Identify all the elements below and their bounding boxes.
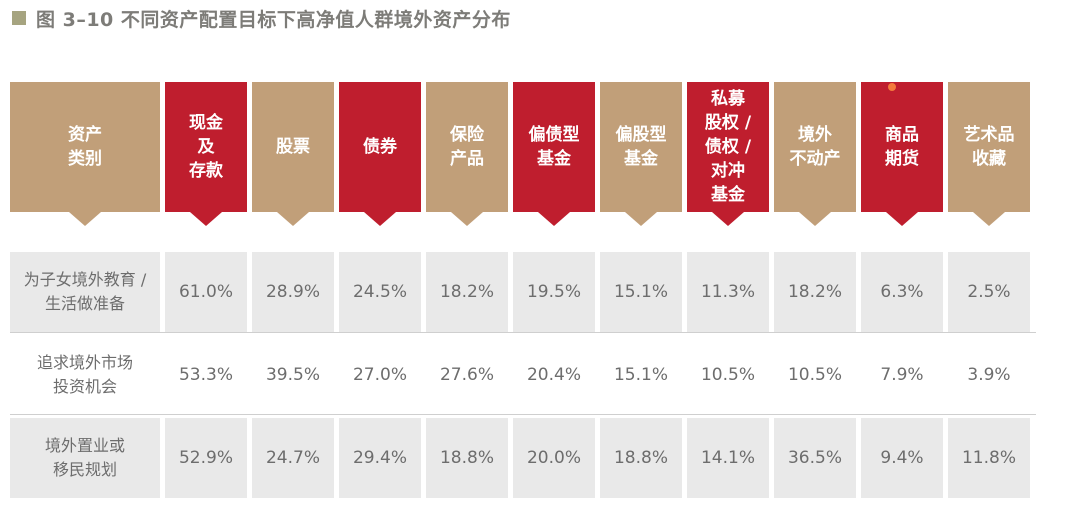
header-label: 偏股型 基金 — [615, 125, 667, 169]
header-label: 资产 类别 — [68, 125, 102, 169]
data-cell: 53.3% — [178, 365, 233, 385]
header-label: 股票 — [276, 137, 310, 157]
header-arrow — [69, 212, 101, 226]
header-arrow — [190, 212, 222, 226]
data-cell: 29.4% — [339, 418, 421, 498]
header-cell: 偏股型 基金 — [600, 82, 682, 212]
header-arrow — [364, 212, 396, 226]
figure-title-bar: 图 3–10 不同资产配置目标下高净值人群境外资产分布 — [12, 6, 511, 31]
data-cell: 9.4% — [861, 418, 943, 498]
header-arrow — [799, 212, 831, 226]
header-arrow — [277, 212, 309, 226]
header-cell: 保险 产品 — [426, 82, 508, 212]
data-cell: 18.2% — [426, 252, 508, 332]
row-divider — [10, 414, 1036, 415]
data-cell: 27.6% — [439, 365, 494, 385]
data-cell: 18.8% — [600, 418, 682, 498]
data-cell: 11.3% — [687, 252, 769, 332]
row-divider — [10, 332, 1036, 333]
header-label: 商品 期货 — [885, 125, 919, 169]
data-cell: 24.7% — [252, 418, 334, 498]
header-label: 现金 及 存款 — [189, 113, 223, 181]
header-cell: 偏债型 基金 — [513, 82, 595, 212]
data-cell: 18.2% — [774, 252, 856, 332]
header-cell: 股票 — [252, 82, 334, 212]
header-label: 境外 不动产 — [789, 125, 841, 169]
header-cell: 境外 不动产 — [774, 82, 856, 212]
data-cell: 10.5% — [700, 365, 755, 385]
data-cell: 36.5% — [774, 418, 856, 498]
data-cell: 20.0% — [513, 418, 595, 498]
data-cell: 11.8% — [948, 418, 1030, 498]
data-cell: 61.0% — [165, 252, 247, 332]
data-cell: 2.5% — [948, 252, 1030, 332]
data-cell: 7.9% — [880, 365, 924, 385]
title-square-icon — [12, 11, 26, 25]
data-cell: 24.5% — [339, 252, 421, 332]
data-cell: 19.5% — [513, 252, 595, 332]
data-cell: 20.4% — [526, 365, 581, 385]
data-cell: 6.3% — [861, 252, 943, 332]
marker-dot-icon — [888, 83, 896, 91]
header-arrow — [451, 212, 483, 226]
data-cell: 15.1% — [613, 365, 668, 385]
header-cell: 商品 期货 — [861, 82, 943, 212]
row-label: 境外置业或 移民规划 — [10, 418, 160, 498]
data-cell: 52.9% — [165, 418, 247, 498]
header-arrow — [886, 212, 918, 226]
header-label: 保险 产品 — [450, 125, 484, 169]
header-arrow — [538, 212, 570, 226]
data-cell: 39.5% — [265, 365, 320, 385]
header-arrow — [625, 212, 657, 226]
data-cell: 10.5% — [787, 365, 842, 385]
data-cell: 3.9% — [967, 365, 1011, 385]
header-label: 偏债型 基金 — [528, 125, 580, 169]
data-cell: 28.9% — [252, 252, 334, 332]
data-cell: 14.1% — [687, 418, 769, 498]
figure-title: 图 3–10 不同资产配置目标下高净值人群境外资产分布 — [36, 8, 511, 31]
header-cell: 私募 股权 / 债权 / 对冲 基金 — [687, 82, 769, 212]
header-label: 私募 股权 / 债权 / 对冲 基金 — [704, 89, 752, 205]
row-label: 追求境外市场 投资机会 — [36, 353, 133, 396]
header-asset-category: 资产 类别 — [10, 82, 160, 212]
data-cell: 15.1% — [600, 252, 682, 332]
data-cell: 18.8% — [426, 418, 508, 498]
row-label: 为子女境外教育 / 生活做准备 — [10, 252, 160, 332]
header-cell: 艺术品 收藏 — [948, 82, 1030, 212]
header-cell: 现金 及 存款 — [165, 82, 247, 212]
data-cell: 27.0% — [352, 365, 407, 385]
header-cell: 债券 — [339, 82, 421, 212]
header-label: 债券 — [363, 137, 397, 157]
header-label: 艺术品 收藏 — [963, 125, 1015, 169]
header-arrow — [973, 212, 1005, 226]
header-arrow — [712, 212, 744, 226]
